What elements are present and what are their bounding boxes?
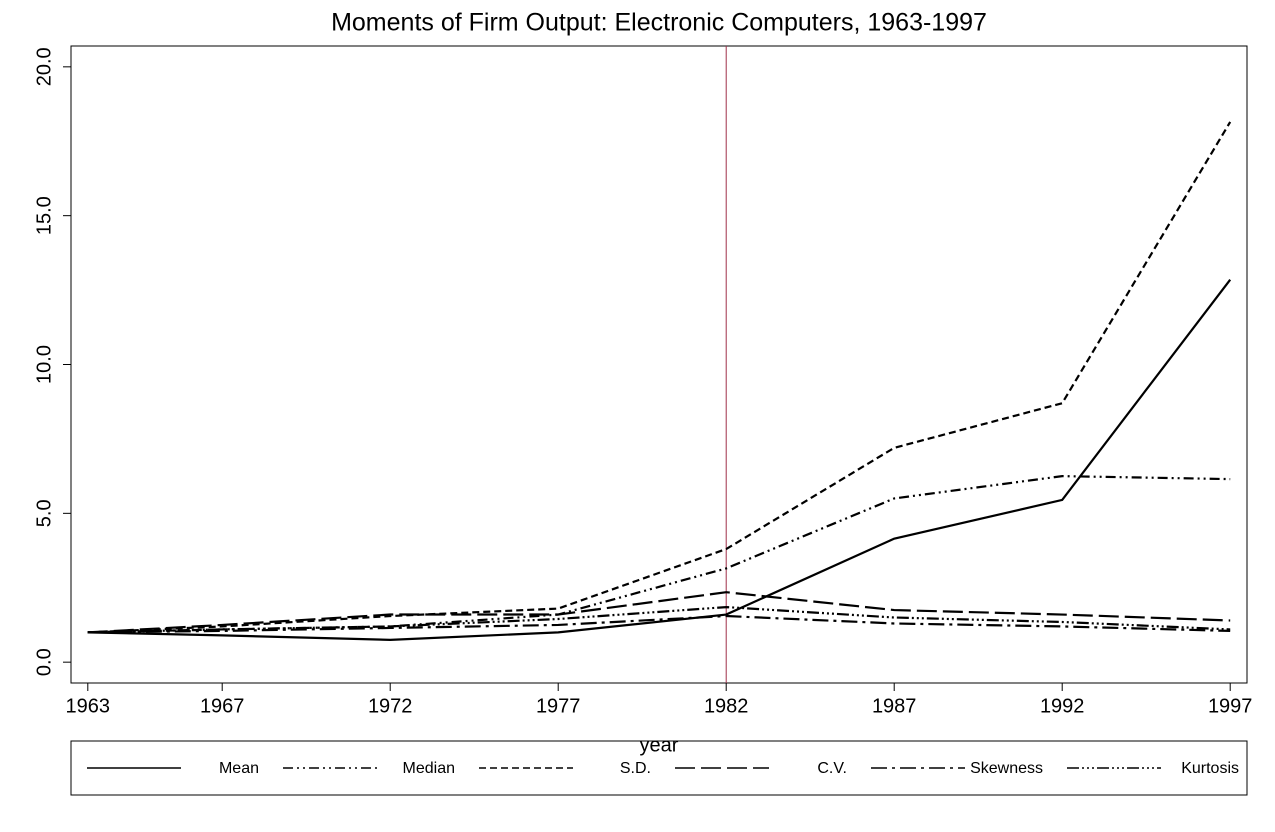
series-line (87, 605, 1231, 634)
legend-label: Kurtosis (1181, 760, 1239, 777)
y-tick-label: 10.0 (33, 345, 55, 384)
x-tick-label: 1967 (200, 695, 245, 717)
series-line (87, 475, 1231, 634)
x-tick-label: 1963 (66, 695, 111, 717)
x-tick-label: 1992 (1040, 695, 1085, 717)
y-tick-label: 20.0 (33, 47, 55, 86)
y-tick-label: 0.0 (33, 648, 55, 676)
chart-title: Moments of Firm Output: Electronic Compu… (331, 9, 987, 37)
legend-label: S.D. (620, 760, 651, 777)
series-line (87, 121, 1232, 634)
legend-box (70, 740, 1248, 796)
legend-label: C.V. (817, 760, 847, 777)
y-tick-label: 15.0 (33, 196, 55, 235)
x-tick-label: 1972 (368, 695, 413, 717)
x-tick-label: 1997 (1208, 695, 1253, 717)
series-line (87, 278, 1232, 641)
series-line (87, 614, 1231, 634)
x-tick-label: 1977 (536, 695, 581, 717)
x-tick-label: 1987 (872, 695, 917, 717)
legend-label: Mean (219, 760, 259, 777)
legend-label: Median (403, 760, 455, 777)
y-tick-label: 5.0 (33, 499, 55, 527)
x-tick-label: 1982 (704, 695, 749, 717)
series-line (87, 591, 1231, 634)
legend-label: Skewness (970, 760, 1043, 777)
x-axis-title: year (640, 734, 679, 756)
